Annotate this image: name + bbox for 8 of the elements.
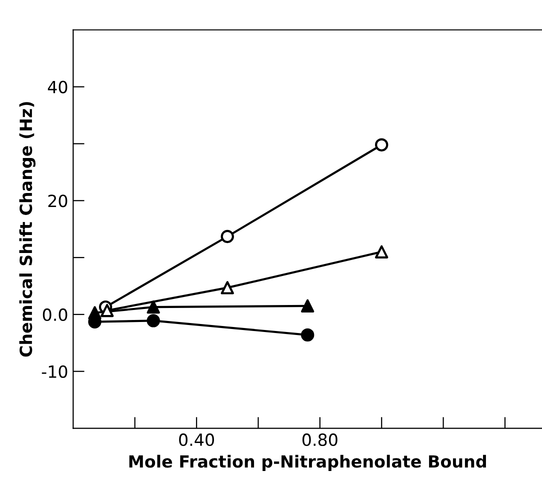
y-tick-label: 20	[48, 194, 68, 208]
y-axis-title: Chemical Shift Change (Hz)	[19, 102, 36, 357]
y-tick-label: 0.0	[42, 308, 68, 322]
y-tick-label: 40	[48, 80, 68, 94]
y-tick-label: -10	[42, 365, 68, 378]
x-axis-title: Mole Fraction p-Nitraphenolate Bound	[129, 454, 486, 471]
x-tick-label: 0.40	[179, 433, 214, 446]
x-tick-label: 0.80	[302, 433, 338, 446]
